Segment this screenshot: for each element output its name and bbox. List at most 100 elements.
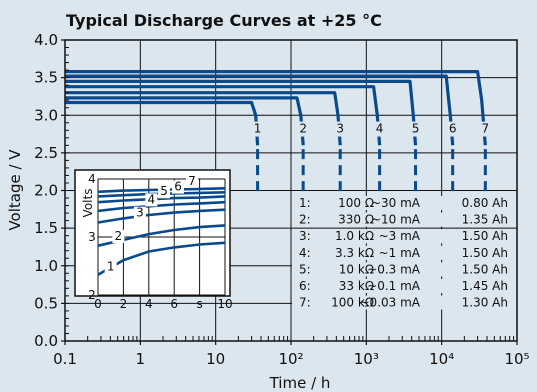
- curve-label: 3: [336, 122, 344, 136]
- inset-label-bg: [145, 193, 158, 207]
- x-tick-label: 10²: [278, 350, 303, 368]
- legend-current: ~0.03 mA: [360, 296, 421, 310]
- y-tick-label: 0.0: [34, 332, 58, 350]
- inset-x-tick: 2: [120, 297, 128, 311]
- legend-capacity: 0.80 Ah: [462, 196, 508, 210]
- legend-load: 10 kΩ: [339, 262, 374, 276]
- legend-table: 1: 100 Ω~30 mA 0.80 Ah 2: 330 Ω~10 mA 1.35 Ah…: [292, 196, 517, 310]
- legend-current: ~1 mA: [379, 246, 421, 260]
- legend-row-bg: [292, 295, 517, 310]
- y-tick-label: 1.0: [34, 257, 58, 275]
- inset-y-label: Volts: [81, 189, 95, 218]
- inset-x-tick: 6: [170, 297, 178, 311]
- legend-load: 33 kΩ: [339, 279, 374, 293]
- curve-label-bg: [408, 121, 423, 137]
- legend-row-bg: [292, 279, 517, 293]
- legend-capacity: 1.30 Ah: [462, 296, 508, 310]
- inset-curve-3: [97, 208, 226, 224]
- curve-label-bg: [372, 121, 387, 137]
- inset-label-bg: [172, 180, 185, 194]
- inset-x-tick: s: [196, 297, 202, 311]
- curve-label-bg: [250, 121, 265, 137]
- curve-label: 5: [412, 122, 420, 136]
- legend-row-bg: [292, 229, 517, 244]
- inset-label-bg: [185, 174, 198, 188]
- x-tick-label: 10⁵: [504, 350, 529, 368]
- curve-label-bg: [445, 121, 460, 137]
- x-axis-label: Time / h: [269, 374, 331, 392]
- y-tick-label: 1.5: [34, 219, 58, 237]
- inset-y-tick: 4: [88, 172, 96, 186]
- legend-id: 2:: [299, 213, 311, 227]
- legend-load: 100 Ω: [338, 196, 374, 210]
- inset-curve-1: [97, 241, 226, 276]
- x-tick-label: 10: [206, 350, 225, 368]
- legend-capacity: 1.50 Ah: [462, 246, 508, 260]
- curve-label: 6: [449, 122, 457, 136]
- inset-curve-label: 5: [160, 184, 168, 198]
- inset-label-bg: [104, 260, 117, 274]
- inset-label-bg: [112, 229, 125, 243]
- legend-id: 3:: [299, 229, 311, 243]
- legend-load: 330 Ω: [338, 213, 374, 227]
- y-tick-label: 4.0: [34, 31, 58, 49]
- curve-label-bg: [333, 121, 348, 137]
- inset-curve-label: 1: [107, 260, 115, 274]
- inset-label-bg: [158, 185, 171, 199]
- legend-id: 1:: [299, 196, 311, 210]
- curve-label-bg: [296, 121, 311, 137]
- curve-label: 2: [299, 122, 307, 136]
- inset-y-tick: 2: [88, 288, 96, 302]
- legend-id: 5:: [299, 262, 311, 276]
- legend-capacity: 1.50 Ah: [462, 229, 508, 243]
- x-tick-label: 10⁴: [429, 350, 454, 368]
- legend-id: 7:: [299, 296, 311, 310]
- chart-title: Typical Discharge Curves at +25 °C: [66, 11, 382, 30]
- inset-curve-label: 3: [136, 206, 144, 220]
- y-tick-label: 3.0: [34, 106, 58, 124]
- legend-current: ~0.1 mA: [367, 279, 421, 293]
- inset-curve-label: 6: [174, 180, 182, 194]
- axes: 0.1 1 10 10² 10³ 10⁴ 10⁵0.00.51.01.52.02.53.03…: [34, 31, 529, 368]
- inset-curve-4: [97, 200, 226, 213]
- legend-row-bg: [292, 262, 517, 277]
- inset-x-tick: 0: [94, 297, 102, 311]
- legend-load: 3.3 kΩ: [335, 246, 374, 260]
- x-tick-label: 0.1: [53, 350, 77, 368]
- legend-current: ~30 mA: [371, 196, 421, 210]
- inset-curve-label: 7: [188, 174, 196, 188]
- inset-x-tick: 4: [145, 297, 153, 311]
- inset-label-bg: [133, 206, 146, 220]
- y-tick-label: 2.0: [34, 182, 58, 200]
- curve-label: 1: [254, 122, 262, 136]
- curve-label-bg: [478, 121, 493, 137]
- curve-labels: 1 2 3 4 5 6 7: [250, 121, 493, 137]
- inset-curve-label: 2: [114, 229, 122, 243]
- x-tick-label: 10³: [354, 350, 379, 368]
- curve-label: 7: [482, 122, 490, 136]
- y-tick-label: 2.5: [34, 144, 58, 162]
- x-tick-label: 1: [136, 350, 146, 368]
- legend-row-bg: [292, 196, 517, 210]
- legend-capacity: 1.45 Ah: [462, 279, 508, 293]
- legend-capacity: 1.35 Ah: [462, 213, 508, 227]
- y-tick-label: 3.5: [34, 69, 58, 87]
- inset-curve-5: [97, 195, 226, 204]
- curve-label: 4: [376, 122, 384, 136]
- inset-curve-label: 4: [148, 192, 156, 206]
- y-tick-label: 0.5: [34, 294, 58, 312]
- legend-current: ~0.3 mA: [367, 262, 421, 276]
- legend-load: 100 kΩ: [331, 296, 374, 310]
- legend-id: 6:: [299, 279, 311, 293]
- legend-load: 1.0 kΩ: [335, 229, 374, 243]
- legend-row-bg: [292, 245, 517, 260]
- y-axis-label: Voltage / V: [6, 149, 24, 231]
- legend-capacity: 1.50 Ah: [462, 262, 508, 276]
- legend-current: ~10 mA: [371, 213, 421, 227]
- legend-id: 4:: [299, 246, 311, 260]
- inset-x-tick: 10: [217, 297, 232, 311]
- legend-current: ~3 mA: [379, 229, 421, 243]
- legend-row-bg: [292, 212, 517, 227]
